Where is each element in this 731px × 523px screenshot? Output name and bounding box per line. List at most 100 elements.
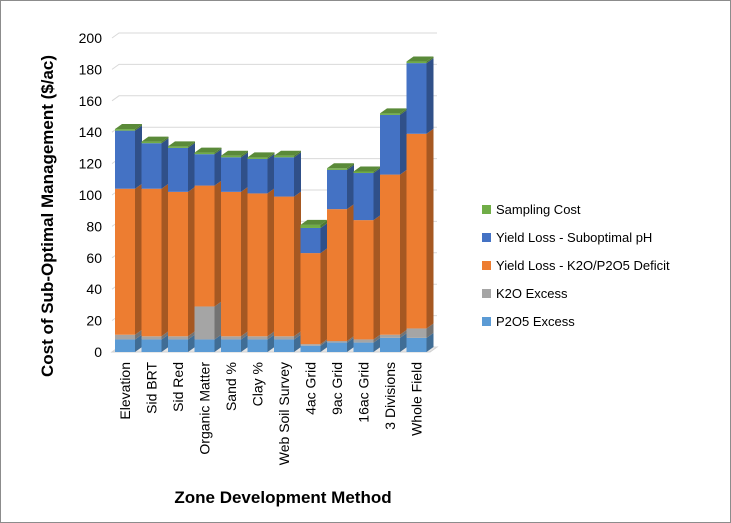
bar-segment — [194, 301, 222, 340]
x-tick-label: Whole Field — [409, 362, 425, 436]
y-tick-label: 40 — [86, 281, 102, 297]
bar-segment — [380, 109, 407, 175]
bar-segment — [406, 128, 434, 329]
bar-segment — [168, 142, 195, 192]
bar-segment — [141, 334, 169, 352]
y-tick-label: 60 — [86, 250, 102, 266]
bar-segment — [353, 334, 381, 343]
y-tick-label: 140 — [79, 124, 103, 140]
bar-segment — [247, 153, 275, 194]
bar-segment — [168, 141, 195, 148]
bars — [115, 56, 434, 352]
bar-segment — [141, 138, 169, 189]
bar-segment — [380, 332, 407, 352]
bar-segment — [300, 340, 328, 352]
bar-segment — [327, 337, 354, 352]
bar-top — [221, 150, 248, 156]
bar-segment — [247, 152, 275, 159]
gridline — [111, 95, 437, 102]
legend-swatch — [482, 261, 491, 270]
bar-segment — [221, 152, 248, 192]
bar-segment — [115, 329, 142, 340]
legend-label: K2O Excess — [496, 286, 568, 301]
x-tick-label: Organic Matter — [197, 362, 213, 455]
bar-segment — [168, 186, 195, 337]
bar-segment — [194, 180, 222, 307]
bar-segment — [115, 124, 142, 131]
bar-top — [406, 56, 434, 62]
y-axis-title: Cost of Sub-Optimal Management ($/ac) — [38, 55, 57, 377]
bar-segment — [353, 168, 381, 221]
bar-segment — [300, 222, 328, 254]
x-tick-label: Sand % — [223, 362, 239, 411]
bar-segment — [300, 339, 328, 346]
bar-top — [141, 136, 169, 142]
x-tick-label: Elevation — [117, 362, 133, 420]
legend-item: Yield Loss - Suboptimal pH — [482, 230, 652, 245]
legend-item: P2O5 Excess — [482, 314, 575, 329]
bar-segment — [300, 248, 328, 345]
legend-label: Sampling Cost — [496, 202, 581, 217]
x-tick-label: 16ac Grid — [356, 362, 372, 423]
legend-item: K2O Excess — [482, 286, 568, 301]
y-tick-label: 200 — [79, 30, 103, 46]
legend-swatch — [482, 317, 491, 326]
y-tick-labels: 0 20 40 60 80 100 120 140 160 180 200 — [79, 30, 103, 360]
legend-item: Yield Loss - K2O/P2O5 Deficit — [482, 258, 670, 273]
bar-segment — [247, 188, 275, 337]
bar-segment — [194, 334, 222, 352]
bar-segment — [353, 337, 381, 352]
x-tick-label: 9ac Grid — [329, 362, 345, 415]
bar-top — [247, 152, 275, 158]
x-tick-label: 4ac Grid — [303, 362, 319, 415]
legend-item: Sampling Cost — [482, 202, 581, 217]
x-axis-title: Zone Development Method — [174, 488, 391, 507]
legend-label: Yield Loss - K2O/P2O5 Deficit — [496, 258, 670, 273]
legend: Sampling Cost Yield Loss - Suboptimal pH Y… — [482, 202, 670, 329]
bar-segment — [353, 215, 381, 340]
bar-segment — [274, 331, 301, 340]
bar-segment — [247, 334, 275, 352]
x-tick-label: Clay % — [250, 362, 266, 406]
bar-segment — [327, 204, 354, 342]
y-tick-label: 100 — [79, 187, 103, 203]
legend-label: P2O5 Excess — [496, 314, 575, 329]
bar-segment — [221, 334, 248, 352]
x-tick-label: Web Soil Survey — [276, 362, 292, 465]
bar-segment — [141, 136, 169, 144]
y-tick-label: 180 — [79, 61, 103, 77]
bar-segment — [327, 336, 354, 343]
bar-segment — [406, 323, 434, 338]
legend-swatch — [482, 205, 491, 214]
bar-segment — [380, 169, 407, 335]
bar-segment — [115, 334, 142, 352]
legend-swatch — [482, 233, 491, 242]
legend-swatch — [482, 289, 491, 298]
bar-top — [168, 141, 195, 147]
bar-top — [327, 163, 354, 169]
bar-segment — [274, 334, 301, 352]
bar-segment — [221, 331, 248, 340]
y-tick-label: 0 — [94, 344, 102, 360]
bar-segment — [274, 150, 301, 158]
bar-segment — [327, 163, 354, 170]
bar-segment — [353, 166, 381, 174]
bar-top — [194, 147, 222, 153]
bar-segment — [327, 164, 354, 210]
bar-top — [300, 219, 328, 225]
bar-segment — [406, 56, 434, 64]
bar-segment — [274, 191, 301, 337]
bar-top — [115, 124, 142, 130]
y-tick-label: 160 — [79, 93, 103, 109]
y-tick-label: 120 — [79, 156, 103, 172]
bar-segment — [141, 183, 169, 337]
x-tick-label: Sid BRT — [144, 362, 160, 414]
x-tick-label: 3 Divisions — [382, 362, 398, 430]
gridline — [111, 63, 437, 70]
bar-segment — [221, 186, 248, 337]
x-tick-labels: Elevation Sid BRT Sid Red Organic Matter San… — [117, 362, 425, 466]
x-tick-label: Sid Red — [170, 362, 186, 412]
bar-segment — [221, 150, 248, 158]
bar-top — [380, 108, 407, 114]
bar-segment — [274, 152, 301, 197]
